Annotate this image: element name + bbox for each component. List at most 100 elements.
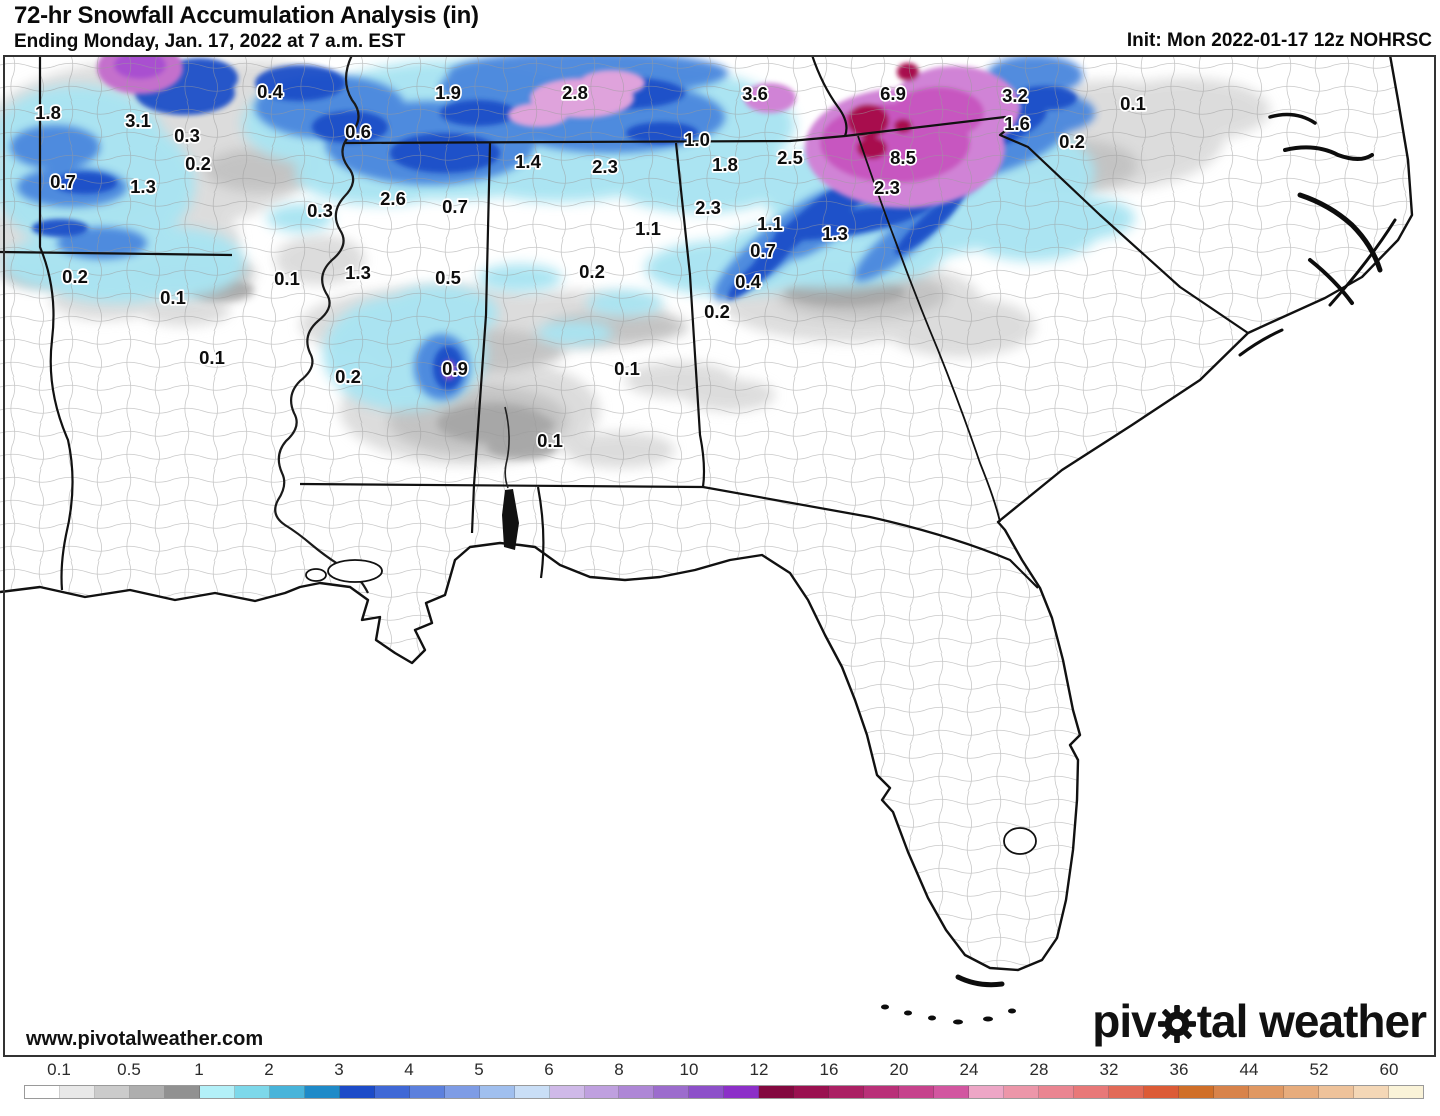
colorbar-tick: 24 [959, 1060, 979, 1079]
map-frame [3, 55, 1436, 1057]
colorbar-tick: 16 [819, 1060, 839, 1079]
snowfall-value-label: 0.1 [160, 287, 186, 308]
page-title: 72-hr Snowfall Accumulation Analysis (in… [14, 2, 479, 29]
colorbar-cell [1144, 1086, 1179, 1098]
map-value-labels: 1.8 3.1 0.4 1.9 2.8 3.6 6.9 3.2 0.1 1.6 0.2 0.3 0.6 0… [33, 79, 1147, 452]
colorbar-cell [689, 1086, 725, 1098]
colorbar-tick: 8 [614, 1060, 624, 1079]
colorbar-cell [444, 1086, 480, 1098]
snowfall-value-label: 0.4 [735, 271, 761, 292]
colorbar-tick: 3 [334, 1060, 344, 1079]
colorbar-cell [164, 1086, 200, 1098]
colorbar-tick: 44 [1239, 1060, 1259, 1079]
colorbar-tick: 36 [1169, 1060, 1189, 1079]
snowfall-value-label: 0.2 [62, 266, 88, 287]
snowfall-value-label: 0.2 [1059, 131, 1085, 152]
colorbar-cell [794, 1086, 830, 1098]
snowfall-value-label: 0.2 [579, 261, 605, 282]
mobile-bay [502, 489, 519, 550]
state-borders [0, 55, 1249, 591]
snowfall-value-label: 0.4 [257, 81, 283, 102]
pivotal-weather-logo: piv tal weather [1092, 994, 1427, 1048]
snowfall-value-label: 2.3 [695, 197, 721, 218]
colorbar-cell [934, 1086, 970, 1098]
colorbar-tick: 52 [1309, 1060, 1329, 1079]
colorbar-cell [304, 1086, 340, 1098]
logo-text-pre: piv [1092, 995, 1156, 1047]
snowfall-value-label: 0.2 [185, 153, 211, 174]
snowfall-map: 1.8 3.1 0.4 1.9 2.8 3.6 6.9 3.2 0.1 1.6 0.2 0.3 0.6 0… [0, 55, 1440, 1057]
snowfall-value-label: 2.8 [562, 82, 588, 103]
colorbar-tick: 4 [404, 1060, 414, 1079]
snowfall-value-label: 0.2 [704, 301, 730, 322]
valid-time-subtitle: Ending Monday, Jan. 17, 2022 at 7 a.m. E… [14, 31, 406, 52]
florida-keys [881, 1004, 1016, 1025]
snowfall-value-label: 0.1 [274, 268, 300, 289]
snowfall-value-label: 1.0 [684, 129, 710, 150]
snowfall-value-label: 1.1 [635, 218, 661, 239]
colorbar-tick: 0.5 [117, 1060, 141, 1079]
colorbar-cell [1248, 1086, 1284, 1098]
colorbar-cell [829, 1086, 865, 1098]
snowfall-value-label: 0.1 [199, 347, 225, 368]
snowfall-value-label: 3.2 [1002, 85, 1028, 106]
colorbar-cell [969, 1086, 1005, 1098]
snowfall-value-label: 2.5 [777, 147, 803, 168]
colorbar-cell [619, 1086, 655, 1098]
snowfall-value-label: 0.3 [174, 125, 200, 146]
colorbar-cell [129, 1086, 165, 1098]
snowfall-value-label: 6.9 [880, 83, 906, 104]
colorbar-cell [1353, 1086, 1389, 1098]
header: 72-hr Snowfall Accumulation Analysis (in… [0, 0, 1440, 55]
mississippi-river [274, 55, 369, 594]
snowfall-value-label: 1.3 [822, 223, 848, 244]
colorbar-cell [409, 1086, 445, 1098]
snowfall-value-label: 1.9 [435, 82, 461, 103]
map-svg: 1.8 3.1 0.4 1.9 2.8 3.6 6.9 3.2 0.1 1.6 0.2 0.3 0.6 0… [0, 55, 1440, 1057]
colorbar-tick: 20 [889, 1060, 909, 1079]
ocean [0, 55, 1440, 1057]
colorbar-cell [584, 1086, 620, 1098]
colorbar-cell [549, 1086, 585, 1098]
colorbar-cell [1039, 1086, 1075, 1098]
colorbar-tick: 2 [264, 1060, 274, 1079]
snowfall-value-label: 0.5 [435, 267, 461, 288]
snowfall-value-label: 3.6 [742, 83, 768, 104]
snowfall-value-label: 1.3 [130, 176, 156, 197]
snowfall-value-label: 1.6 [1004, 113, 1030, 134]
colorbar-tick: 10 [679, 1060, 699, 1079]
snowfall-value-label: 3.1 [125, 110, 151, 131]
colorbar-cell [514, 1086, 550, 1098]
colorbar-cell [269, 1086, 305, 1098]
colorbar-cells [24, 1085, 1424, 1099]
colorbar-cell [1109, 1086, 1144, 1098]
snowfall-value-label: 0.1 [614, 358, 640, 379]
snowfall-value-label: 0.9 [442, 358, 468, 379]
coastline [0, 55, 1414, 972]
snowfall-value-label: 1.3 [345, 262, 371, 283]
gear-icon [1157, 1005, 1196, 1043]
pamlico-albemarle-sounds [1238, 112, 1397, 357]
snowfall-value-label: 1.1 [757, 213, 783, 234]
snowfall-value-label: 2.3 [874, 177, 900, 198]
snowfall-value-label: 2.6 [380, 188, 406, 209]
snowfall-value-label: 0.1 [537, 430, 563, 451]
colorbar-cell [479, 1086, 515, 1098]
colorbar-cell [1074, 1086, 1110, 1098]
colorbar-cell [374, 1086, 410, 1098]
colorbar-tick: 32 [1099, 1060, 1119, 1079]
snowfall-value-label: 0.7 [442, 196, 468, 217]
snowfall-value-label: 1.4 [515, 151, 541, 172]
snowfall-value-label: 0.7 [50, 171, 76, 192]
colorbar-tick: 0.1 [47, 1060, 71, 1079]
snowfall-value-label: 0.7 [750, 240, 776, 261]
snowfall-value-label: 1.8 [712, 154, 738, 175]
colorbar-cell [234, 1086, 270, 1098]
colorbar-cell [339, 1086, 375, 1098]
snowfall-value-label: 0.2 [335, 366, 361, 387]
model-init-label: Init: Mon 2022-01-17 12z NOHRSC [1126, 30, 1432, 51]
colorbar-tick: 60 [1379, 1060, 1399, 1079]
colorbar-cell [1178, 1086, 1214, 1098]
colorbar-tick: 6 [544, 1060, 554, 1079]
logo-text-post: tal weather [1196, 995, 1427, 1047]
